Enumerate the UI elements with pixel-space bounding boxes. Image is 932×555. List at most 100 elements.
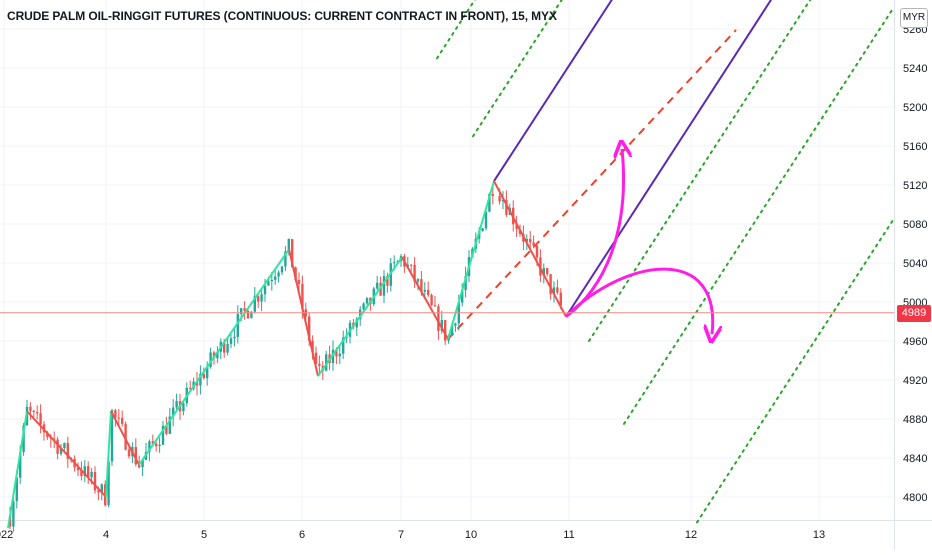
candle: [515, 215, 518, 237]
currency-badge[interactable]: MYR: [900, 8, 928, 28]
candle: [155, 441, 158, 452]
candle-body: [297, 280, 301, 284]
candle-body: [274, 276, 277, 280]
candle-body: [260, 294, 263, 302]
candle-body: [121, 417, 124, 424]
candle: [257, 294, 260, 309]
candle-body: [76, 467, 80, 471]
candle: [382, 270, 386, 303]
candle-body: [464, 276, 467, 291]
candle: [36, 405, 39, 420]
candle-body: [199, 373, 202, 386]
candle-body: [427, 289, 430, 296]
candle: [134, 438, 137, 467]
time-axis[interactable]: 022 4 5 6 7 10 11 12 13: [0, 529, 825, 541]
candle: [280, 265, 284, 276]
candle-body: [209, 352, 212, 367]
zigzag-up-leg: [7, 411, 28, 529]
candle: [430, 293, 433, 307]
candle-body: [314, 352, 318, 364]
candle: [260, 289, 263, 312]
candle-body: [168, 416, 171, 434]
candle: [66, 436, 69, 468]
candle-body: [280, 266, 284, 273]
price-axis[interactable]: 4800484048804920496050005040508051205160…: [903, 24, 927, 504]
candle-body: [263, 285, 267, 295]
zigzag-down-leg: [493, 180, 567, 318]
price-tick-label: 5240: [903, 63, 927, 75]
candle-body: [287, 239, 290, 252]
candle: [233, 329, 236, 347]
candle: [454, 322, 457, 332]
price-tick-label: 4920: [903, 375, 927, 387]
time-tick-label: 5: [201, 529, 207, 541]
candle-body: [393, 262, 396, 264]
time-tick-label: 11: [563, 529, 574, 541]
candle-body: [206, 366, 209, 379]
candle-body: [56, 439, 59, 454]
candle: [552, 281, 556, 303]
candle-body: [117, 417, 120, 419]
candle: [376, 275, 379, 291]
candle-body: [267, 281, 270, 286]
candle-body: [423, 289, 426, 292]
candle: [410, 264, 413, 272]
candle: [433, 295, 437, 307]
candle-body: [525, 239, 528, 242]
candle: [209, 347, 212, 369]
candle: [158, 437, 161, 453]
candle-body: [382, 275, 386, 296]
candle: [117, 408, 120, 427]
candle-body: [36, 411, 39, 414]
candle: [297, 272, 301, 292]
candle: [246, 309, 250, 319]
candle-body: [233, 336, 236, 339]
candle: [59, 443, 63, 456]
candle-body: [257, 296, 260, 302]
candle-body: [59, 447, 63, 454]
chart-title: CRUDE PALM OIL-RINGGIT FUTURES (CONTINUO…: [7, 9, 557, 23]
time-tick-label: 13: [813, 529, 825, 541]
candle-body: [226, 343, 229, 353]
candle-body: [250, 311, 253, 319]
candle-body: [437, 306, 440, 332]
candle-body: [559, 292, 562, 306]
candle-body: [19, 452, 22, 478]
candle-body: [189, 387, 192, 389]
candle-body: [182, 403, 185, 412]
candle-body: [549, 274, 552, 295]
time-tick-label: 022: [0, 529, 13, 541]
candle: [325, 350, 328, 372]
candle-body: [97, 490, 100, 493]
candle-body: [362, 303, 365, 310]
candle: [243, 301, 246, 320]
candle: [141, 459, 144, 477]
candle-body: [80, 470, 83, 477]
candle: [253, 287, 256, 314]
last-price-tag: 4989: [897, 304, 931, 322]
candle: [56, 436, 59, 460]
candle-body: [229, 338, 233, 344]
candle: [39, 404, 42, 434]
pitchfork-warning-line: [436, 0, 476, 60]
candle: [226, 336, 229, 356]
candle: [250, 310, 253, 319]
pitchfork-warning-line: [588, 0, 812, 342]
candle-body: [355, 319, 358, 328]
candle-body: [12, 501, 15, 527]
candle: [318, 355, 321, 376]
candle-body: [175, 401, 178, 408]
projection-arrows: [564, 149, 713, 334]
candle-body: [386, 275, 389, 286]
candle-body: [515, 224, 518, 230]
candle: [529, 231, 532, 250]
candle-body: [151, 441, 154, 444]
candle-body: [22, 425, 25, 453]
candle: [63, 442, 66, 452]
candle-body: [359, 309, 362, 320]
candle-body: [236, 313, 239, 337]
candle-body: [90, 471, 93, 478]
candle: [532, 235, 535, 249]
